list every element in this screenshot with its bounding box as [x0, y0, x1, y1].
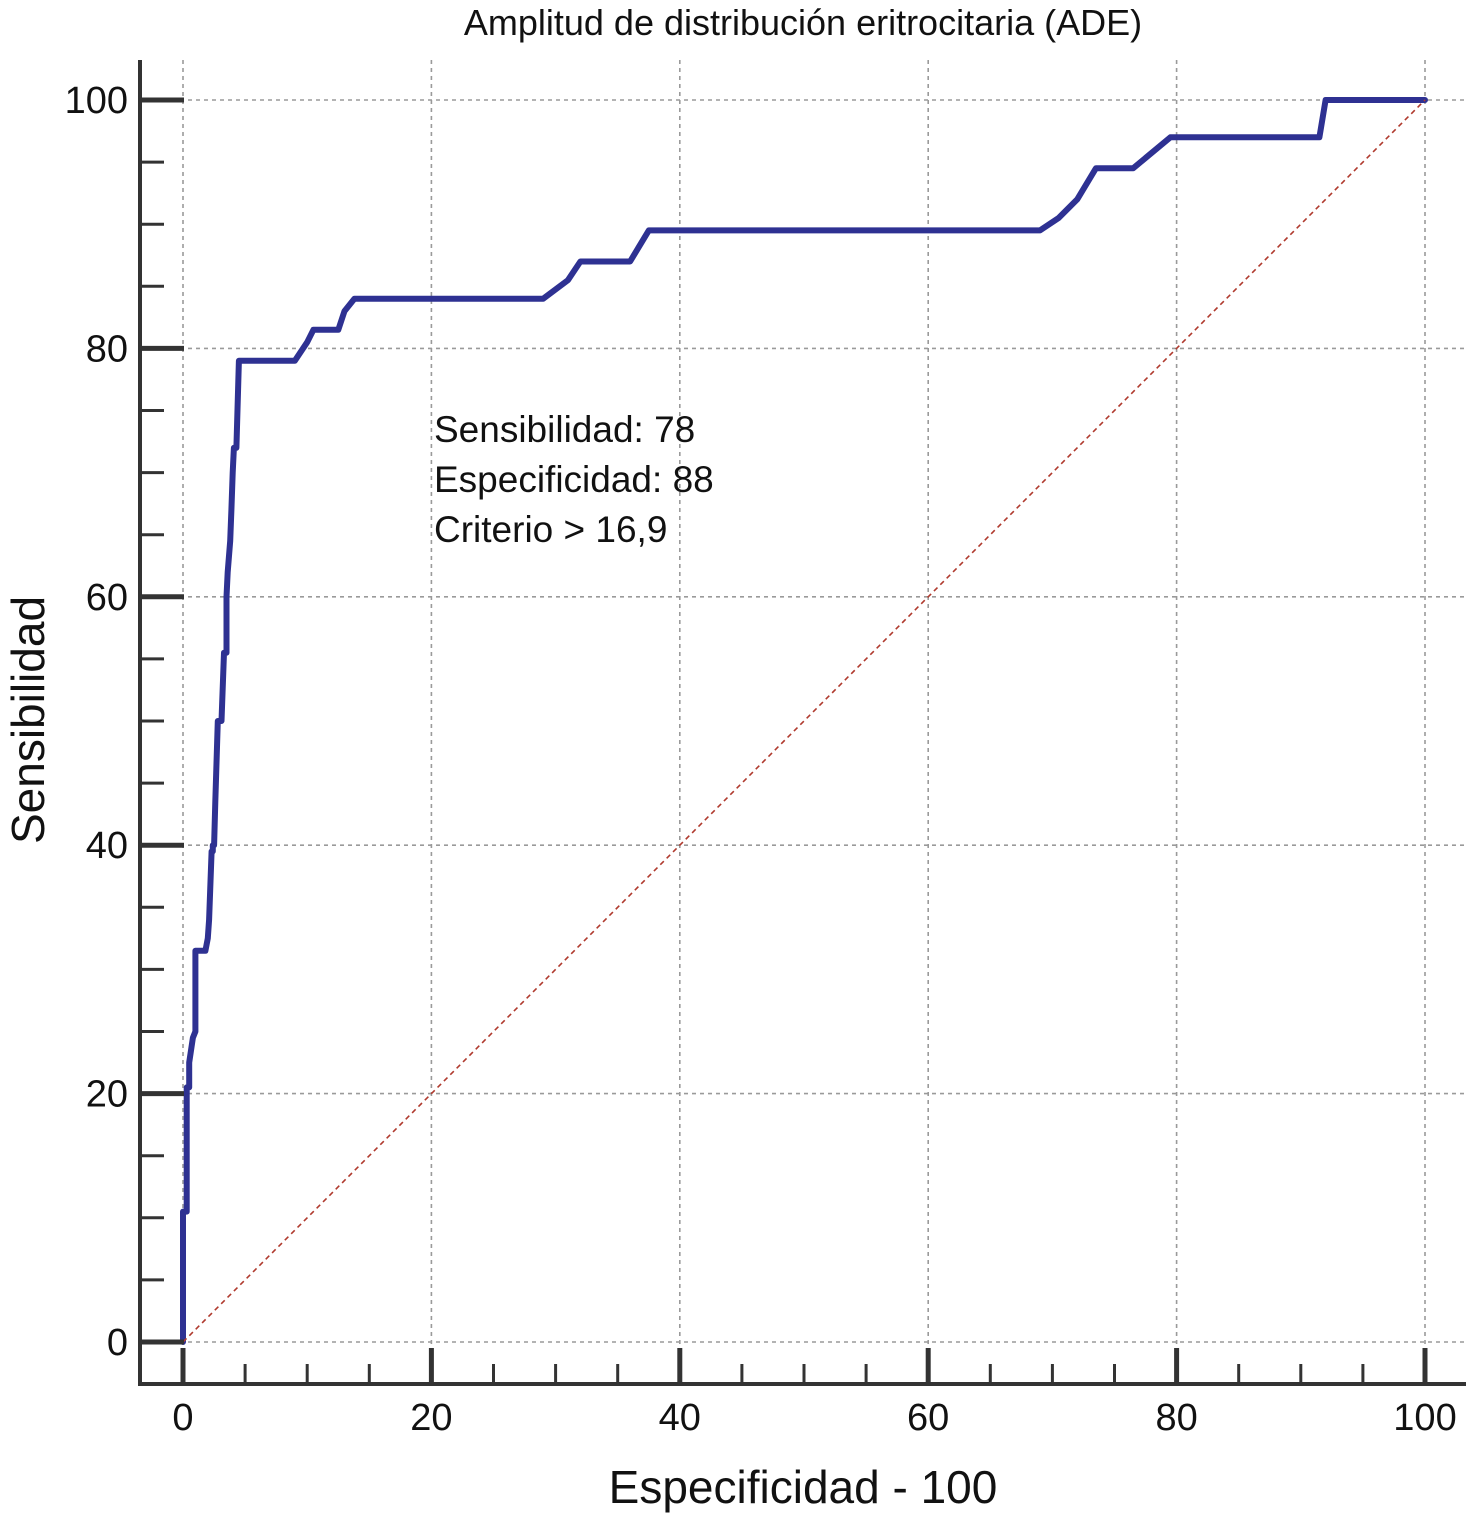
- y-tick-label: 80: [86, 328, 128, 370]
- y-axis-label: Sensibilidad: [2, 596, 54, 844]
- x-axis-label: Especificidad - 100: [609, 1461, 998, 1513]
- x-tick-label: 40: [659, 1397, 701, 1439]
- reference-diagonal-line: [182, 99, 1426, 1343]
- annotation-box: Sensibilidad: 78 Especificidad: 88 Criteri…: [434, 409, 714, 550]
- x-tick-label: 100: [1393, 1397, 1456, 1439]
- y-tick-label: 20: [86, 1074, 128, 1116]
- annotation-criterion: Criterio > 16,9: [434, 509, 667, 550]
- axes: 0 20 40 60 80 100 0 20 40 60 80 100: [65, 60, 1466, 1439]
- x-tick-label: 0: [172, 1397, 193, 1439]
- grid: [140, 60, 1466, 1384]
- y-tick-label: 0: [107, 1322, 128, 1364]
- annotation-specificity: Especificidad: 88: [434, 459, 714, 500]
- x-tick-label: 80: [1155, 1397, 1197, 1439]
- x-tick-label: 60: [907, 1397, 949, 1439]
- plot-area: [180, 97, 1428, 1345]
- y-tick-label: 60: [86, 577, 128, 619]
- roc-curve-line: [180, 97, 1428, 1345]
- chart-title: Amplitud de distribución eritrocitaria (…: [464, 2, 1142, 43]
- y-tick-label: 100: [65, 80, 128, 122]
- annotation-sensitivity: Sensibilidad: 78: [434, 409, 695, 450]
- x-tick-label: 20: [410, 1397, 452, 1439]
- y-tick-label: 40: [86, 825, 128, 867]
